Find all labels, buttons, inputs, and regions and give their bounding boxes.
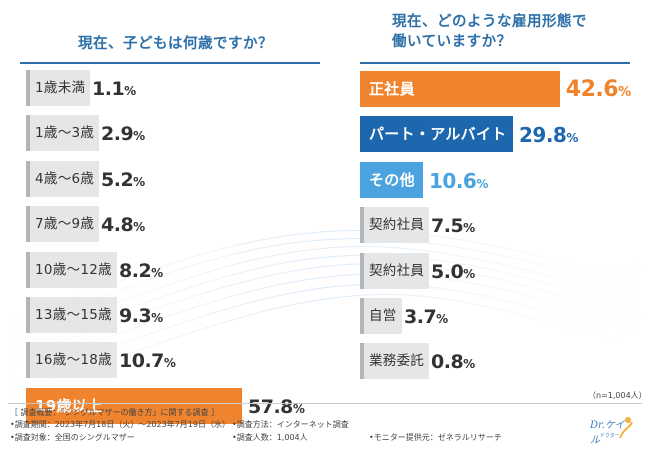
bar-fill [26, 70, 90, 106]
logo-text: Dr.ケイル [590, 420, 625, 446]
right-title-line-2: 働いていますか？ [392, 34, 512, 50]
bar-value-label: 2.9% [101, 123, 145, 146]
bar-category-label: 16歳～18歳 [35, 352, 112, 369]
right-title-underline [360, 62, 630, 64]
footnote-period: •調査期間：2023年7月18日（火）～2023年7月19日（水） [10, 420, 230, 429]
bar-fill [360, 161, 423, 198]
bar-value-label: 5.2% [101, 168, 145, 191]
bar-fill [26, 387, 242, 424]
bar-category-label: その他 [369, 170, 415, 189]
bar-fill [26, 115, 99, 152]
bar-value-label: 0.8% [431, 351, 475, 374]
bar-category-label: 契約社員 [369, 262, 425, 279]
bar-category-label: 1歳～3歳 [35, 125, 95, 142]
footnote-count: •調査人数：1,004人 [232, 433, 308, 442]
bar-value-label: 10.6% [429, 168, 488, 193]
bar-fill [360, 298, 402, 334]
bar-value-label: 7.5% [431, 215, 475, 238]
left-title-underline [20, 62, 320, 64]
right-title-line-1: 現在、どのような雇用形態で [392, 14, 587, 30]
bar-fill [26, 206, 99, 243]
logo: Dr.ケイル ドクター [590, 414, 634, 446]
bar-fill [26, 297, 117, 333]
right-chart-title: 現在、どのような雇用形態で 働いていますか？ [392, 12, 587, 52]
bar-value-label: 10.7% [119, 350, 176, 373]
left-chart-title: 現在、子どもは何歳ですか？ [78, 36, 273, 52]
bar-category-label: 13歳～15歳 [35, 307, 112, 323]
bar-fill [26, 342, 117, 379]
footnote-target: •調査対象：全国のシングルマザー [10, 433, 135, 442]
bar-fill [360, 71, 560, 107]
bar-value-label: 9.3% [119, 305, 163, 327]
footnote-overview: ［ 調査概要：「シングルマザーの働き方」に関する調査 ］ [10, 408, 220, 417]
bar-category-label: 19歳以上 [35, 396, 103, 415]
bar-category-label: 1歳未満 [35, 80, 86, 96]
bar-category-label: パート・アルバイト [369, 125, 507, 144]
footer-divider [8, 403, 642, 404]
sample-size-note: （n=1,004人） [588, 391, 647, 400]
footnote-method: •調査方法：インターネット調査 [232, 420, 349, 429]
bar-value-label: 29.8% [519, 123, 578, 148]
bar-fill [360, 343, 429, 380]
bar-fill [360, 207, 429, 244]
bar-value-label: 3.7% [404, 306, 448, 328]
bar-fill [26, 160, 99, 197]
bar-fill [26, 251, 117, 288]
bar-value-label: 4.8% [101, 214, 145, 237]
bar-value-label: 57.8% [248, 395, 305, 418]
bar-category-label: 契約社員 [369, 217, 425, 234]
footnote-provider: •モニター提供元：ゼネラルリサーチ [369, 433, 502, 442]
bar-category-label: 正社員 [369, 80, 415, 98]
logo-subtext: ドクター [600, 433, 620, 439]
bar-fill [360, 252, 429, 289]
bar-fill [360, 116, 513, 153]
bar-category-label: 業務委託 [369, 353, 425, 370]
bar-value-label: 1.1% [92, 78, 136, 100]
bar-category-label: 4歳～6歳 [35, 170, 95, 187]
bar-value-label: 42.6% [565, 77, 631, 102]
bar-category-label: 自営 [369, 308, 397, 324]
bar-category-label: 10歳～12歳 [35, 261, 112, 278]
bar-value-label: 5.0% [431, 260, 475, 283]
logo-figure-icon [619, 417, 633, 439]
bar-value-label: 8.2% [119, 259, 163, 282]
bar-category-label: 7歳～9歳 [35, 216, 95, 233]
